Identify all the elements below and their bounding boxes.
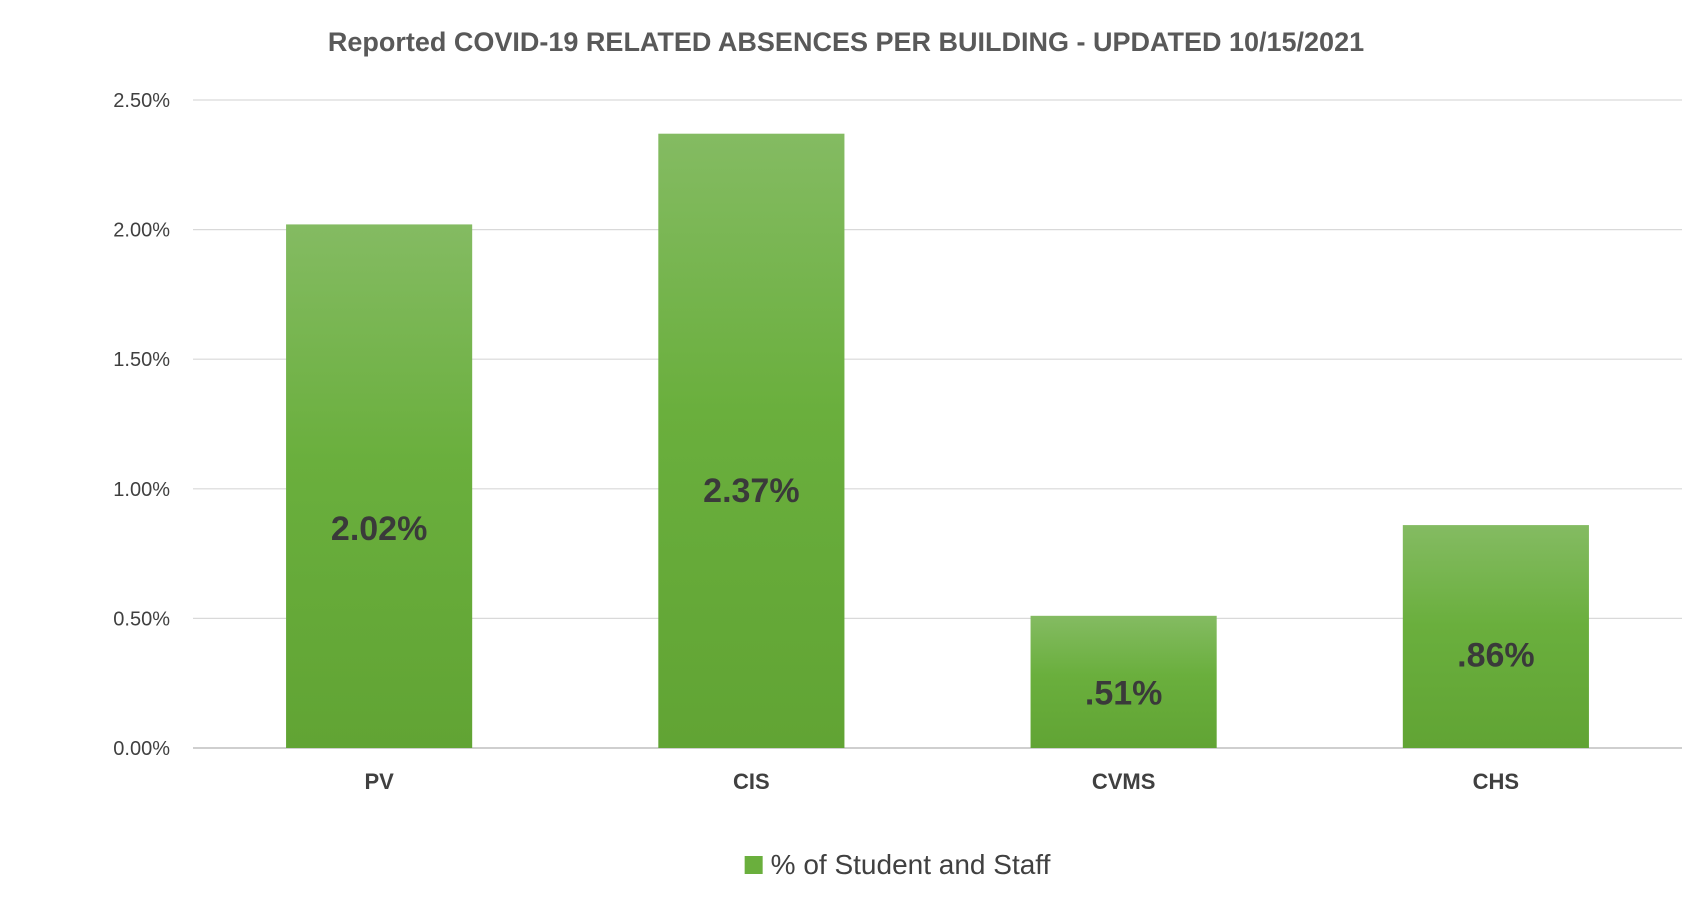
y-tick-label: 0.00% [113,738,170,760]
y-axis-tick-labels: 0.00% 0.50% 1.00% 1.50% 2.00% 2.50% [113,90,170,760]
category-label-cvms: CVMS [1092,769,1156,794]
data-label-chs: .86% [1457,636,1535,674]
category-label-pv: PV [364,769,394,794]
legend-swatch [744,856,763,874]
legend-label: % of Student and Staff [771,849,1051,880]
data-label-pv: 2.02% [331,510,427,548]
data-label-cis: 2.37% [703,472,799,510]
chart-title: Reported COVID-19 RELATED ABSENCES PER B… [328,27,1364,57]
y-tick-label: 2.00% [113,220,170,242]
y-tick-label: 1.00% [113,479,170,501]
bar-cis [658,133,845,749]
y-tick-label: 0.50% [113,608,170,630]
category-label-cis: CIS [733,769,770,794]
data-labels: 2.02% 2.37% .51% .86% [331,472,1535,712]
category-label-chs: CHS [1473,769,1519,794]
y-tick-label: 2.50% [113,90,170,112]
bar-cvms [1030,615,1217,748]
bar-chs [1402,525,1589,748]
x-axis-category-labels: PV CIS CVMS CHS [364,769,1519,794]
legend: % of Student and Staff [744,849,1051,880]
bars [286,133,1589,749]
bar-pv [286,224,473,748]
data-label-cvms: .51% [1085,674,1163,712]
y-tick-label: 1.50% [113,349,170,371]
